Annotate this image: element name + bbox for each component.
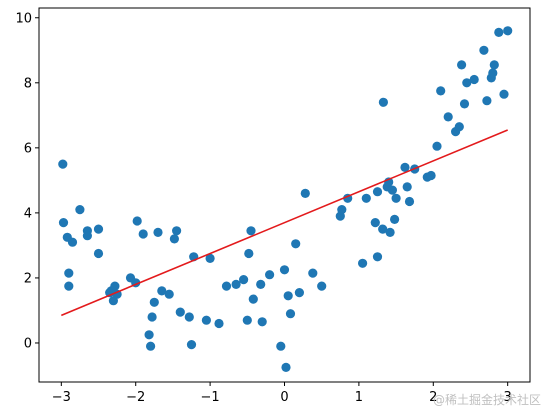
scatter-point [184,312,194,322]
scatter-point [186,340,197,350]
regression-line-group [61,129,508,317]
x-tick-label: −2 [126,390,145,405]
scatter-point [242,315,252,325]
scatter-point [75,205,85,215]
scatter-point [285,309,296,319]
scatter-point [146,341,156,351]
scatter-point [248,294,258,304]
scatter-point [459,99,470,109]
scatter-point [443,112,453,122]
scatter-point [457,60,467,70]
y-tick-label: 8 [24,76,32,91]
scatter-point [93,248,104,259]
scatter-point [265,270,275,280]
scatter-points [58,26,513,372]
y-tick-label: 4 [24,206,32,221]
x-tick-label: 3 [504,390,512,405]
scatter-point [58,159,68,169]
x-axis: −3 −2 −1 0 1 2 3 [52,382,512,405]
scatter-point [358,258,368,268]
y-tick-label: 2 [24,271,32,286]
scatter-point [294,288,304,298]
scatter-point [370,218,380,228]
scatter-point [64,268,74,278]
scatter-point [391,193,401,203]
scatter-point [378,97,388,107]
scatter-point [257,317,267,327]
scatter-point [201,315,211,325]
scatter-point [390,214,400,224]
scatter-point [387,185,397,195]
scatter-point [479,45,489,55]
y-tick-label: 0 [24,336,32,351]
scatter-point [402,182,412,192]
scatter-point [432,141,442,151]
scatter-point [281,362,291,372]
scatter-point [147,312,157,322]
x-tick-label: −1 [201,390,220,405]
scatter-point [239,275,249,285]
scatter-point [300,188,310,198]
scatter-point [317,281,327,291]
scatter-point [385,227,395,237]
scatter-point [337,205,347,215]
scatter-point [372,252,383,262]
scatter-point [503,26,513,36]
scatter-point [153,227,163,237]
scatter-point [246,226,256,236]
scatter-point [372,187,383,197]
scatter-point [283,291,293,301]
scatter-point [93,224,104,234]
scatter-point [172,226,182,236]
scatter-point [110,281,120,291]
scatter-point [58,218,69,228]
scatter-point [494,27,504,37]
scatter-point [138,229,148,239]
scatter-point [64,281,74,291]
scatter-point [214,318,224,329]
x-tick-label: −3 [52,390,71,405]
scatter-point [244,248,254,259]
scatter-point [132,216,142,226]
scatter-point [144,330,154,340]
scatter-point [469,74,479,85]
x-tick-label: 2 [429,390,437,405]
scatter-point [82,231,92,241]
watermark: @稀土掘金技术社区 [433,392,541,407]
scatter-point [67,237,78,247]
scatter-point [164,289,174,299]
scatter-point [256,279,266,289]
scatter-point [482,96,492,106]
scatter-point [231,279,241,289]
scatter-point [378,224,388,234]
scatter-point [175,307,185,317]
x-tick-label: 1 [355,390,363,405]
scatter-point [221,281,232,291]
y-tick-label: 6 [24,141,32,156]
scatter-point [169,234,179,244]
scatter-point [404,196,415,207]
scatter-point [454,122,464,132]
scatter-point [462,78,472,88]
regression-line [61,129,508,317]
y-tick-label: 10 [15,11,32,26]
scatter-point [149,297,159,307]
scatter-point [361,193,371,203]
scatter-point [157,286,167,296]
scatter-point [205,253,215,263]
plot-frame [38,7,531,383]
scatter-point [279,265,290,275]
scatter-point [291,239,301,249]
scatter-point [488,68,498,78]
scatter-point [436,86,446,96]
scatter-point [400,162,410,172]
scatter-point [308,268,318,278]
x-tick-label: 0 [280,390,288,405]
scatter-point [499,89,509,99]
scatter-point [489,60,499,70]
scatter-point [276,341,286,351]
scatter-point [426,170,436,181]
y-axis: 0 2 4 6 8 10 [15,11,39,351]
